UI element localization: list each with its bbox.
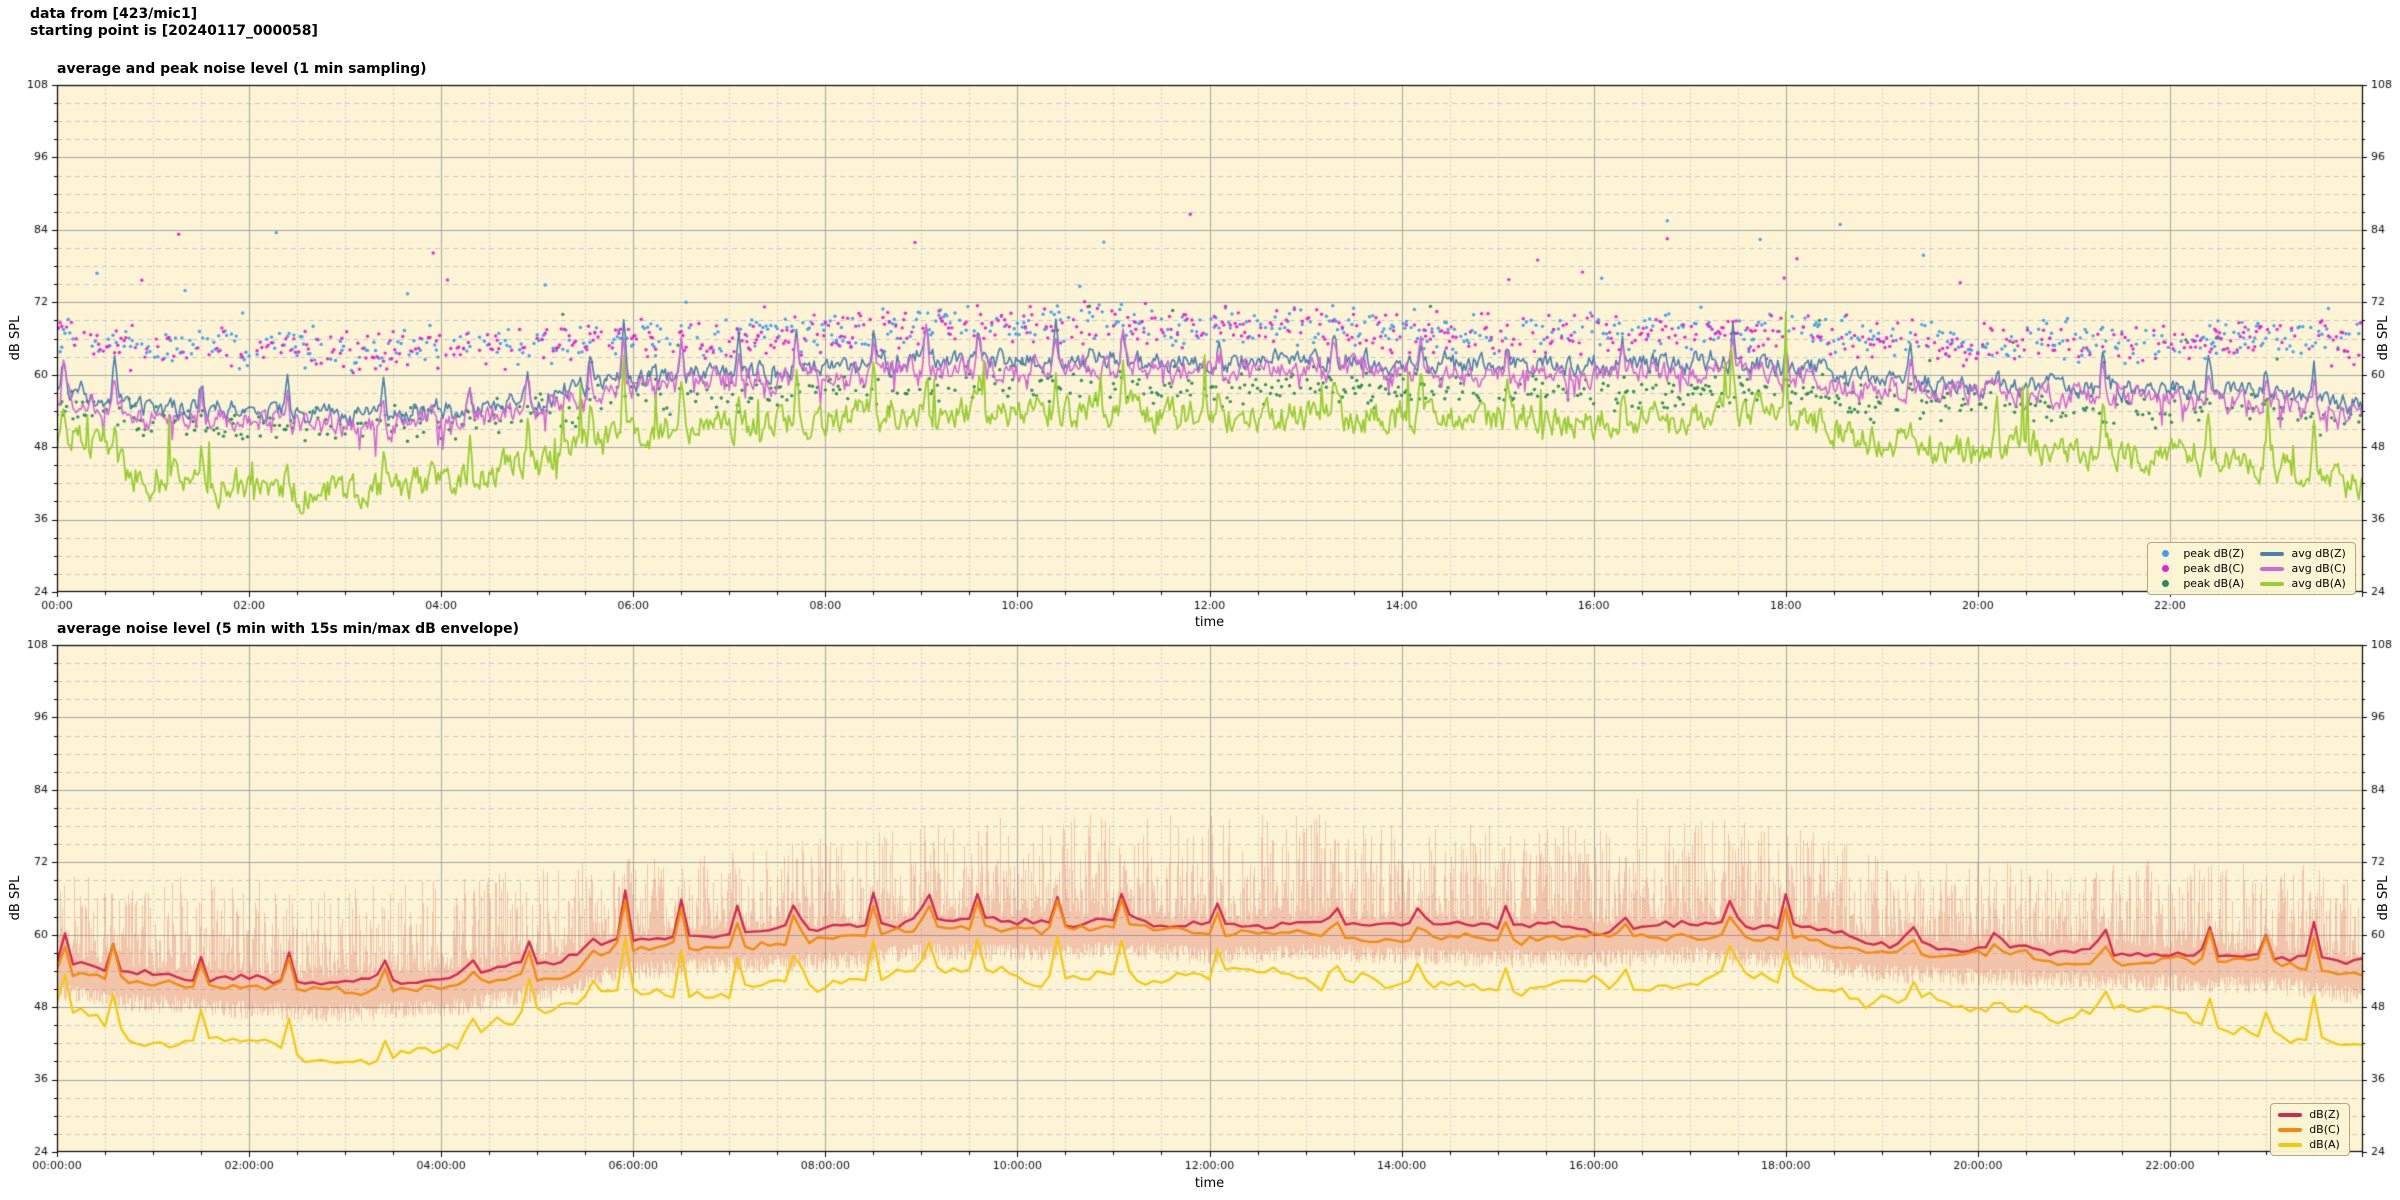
legend-label: avg dB(A) — [2291, 577, 2346, 590]
legend-label: avg dB(C) — [2291, 562, 2346, 575]
legend-label: peak dB(A) — [2183, 577, 2245, 590]
legend-entry: dB(A) — [2278, 1137, 2340, 1152]
legend-label: dB(C) — [2309, 1123, 2340, 1136]
chart2-ylabel-left: dB SPL — [8, 875, 23, 921]
legend-entry: peak dB(A) — [2155, 576, 2244, 591]
legend-dot-swatch — [2162, 565, 2170, 572]
chart2-ylabel-right: dB SPL — [2376, 875, 2391, 921]
chart1-ylabel-right: dB SPL — [2376, 315, 2391, 361]
chart1-canvas — [0, 80, 2400, 625]
figure-note-line1: data from [423/mic1] — [30, 6, 198, 22]
legend-label: avg dB(Z) — [2291, 547, 2346, 560]
legend-dot-swatch — [2162, 550, 2170, 557]
chart2-xlabel: time — [1194, 1176, 1225, 1191]
chart1-xlabel: time — [1194, 615, 1225, 630]
legend-line-swatch — [2260, 551, 2285, 556]
legend-label: peak dB(Z) — [2183, 547, 2245, 560]
legend-label: peak dB(C) — [2183, 562, 2245, 575]
legend-line-swatch — [2278, 1127, 2303, 1132]
chart1-legend: peak dB(Z) peak dB(C) peak dB(A) avg dB(Z) a… — [2147, 542, 2356, 595]
legend-entry: dB(C) — [2278, 1122, 2340, 1137]
chart2-legend: dB(Z) dB(C) dB(A) — [2270, 1103, 2350, 1156]
legend-line-swatch — [2260, 581, 2285, 586]
legend-line-swatch — [2260, 566, 2285, 571]
legend-entry: avg dB(A) — [2260, 576, 2346, 591]
legend-dot-swatch — [2162, 580, 2170, 587]
legend-line-swatch — [2278, 1142, 2303, 1147]
legend-entry: peak dB(Z) — [2155, 546, 2244, 561]
legend-entry: peak dB(C) — [2155, 561, 2244, 576]
legend-label: dB(Z) — [2309, 1108, 2340, 1121]
legend-entry: avg dB(Z) — [2260, 546, 2346, 561]
chart1-ylabel-left: dB SPL — [8, 315, 23, 361]
legend-entry: dB(Z) — [2278, 1107, 2340, 1122]
chart2-canvas — [0, 640, 2400, 1185]
figure-note-line2: starting point is [20240117_000058] — [30, 23, 318, 39]
chart2-title: average noise level (5 min with 15s min/… — [57, 621, 520, 637]
legend-line-swatch — [2278, 1112, 2303, 1117]
chart1-title: average and peak noise level (1 min samp… — [57, 61, 427, 77]
legend-entry: avg dB(C) — [2260, 561, 2346, 576]
legend-label: dB(A) — [2309, 1138, 2340, 1151]
